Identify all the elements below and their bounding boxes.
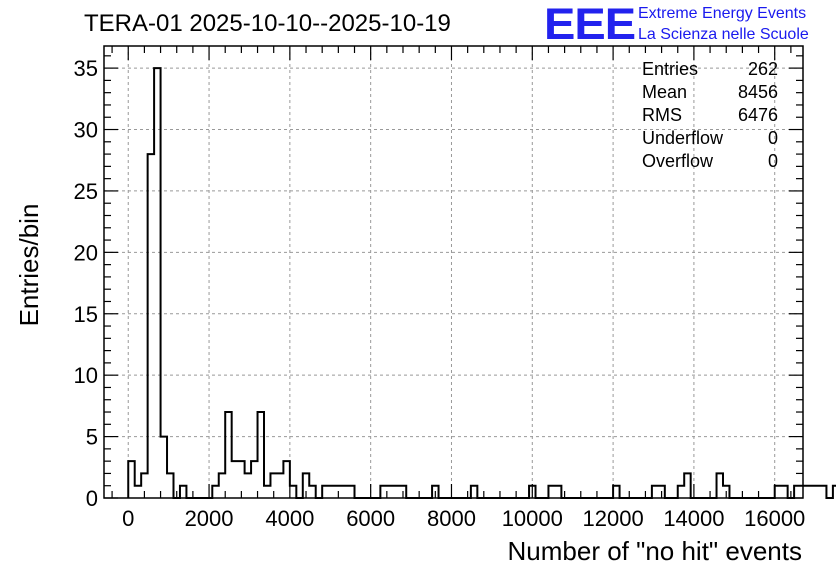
grid-lines [104,46,803,498]
logo-caption: Extreme Energy Events La Scienza nelle S… [638,3,809,45]
stat-row-rms: RMS 6476 [642,104,778,127]
stat-row-overflow: Overflow 0 [642,150,778,173]
stat-row-entries: Entries 262 [642,58,778,81]
stats-box: Entries 262 Mean 8456 RMS 6476 Underflow… [642,58,778,173]
x-tick-label: 2000 [185,506,234,531]
axis-ticks [104,46,803,499]
logo-line-2: La Scienza nelle Scuole [638,26,809,43]
x-tick-label: 12000 [583,506,644,531]
tick-labels: 0 2000 4000 6000 8000 10000 12000 14000 16000051… [74,56,806,531]
x-tick-label: 0 [122,506,134,531]
stat-label: Overflow [642,151,714,171]
stat-label: Mean [642,82,688,102]
x-axis-label: Number of "no hit" events [507,536,803,566]
stat-row-underflow: Underflow 0 [642,127,778,150]
y-axis-label: Entries/bin [14,203,44,327]
stat-label: Underflow [642,128,724,148]
x-tick-label: 4000 [265,506,314,531]
plot-frame [103,45,804,499]
y-tick-label: 15 [74,302,98,327]
stat-label: RMS [642,105,682,125]
x-tick-label: 8000 [427,506,476,531]
logo-line-1: Extreme Energy Events [638,5,807,22]
x-tick-label: 10000 [502,506,563,531]
stat-value: 8456 [737,82,778,102]
y-tick-label: 10 [74,363,98,388]
x-tick-label: 6000 [346,506,395,531]
stat-value: 6476 [737,105,778,125]
stat-row-mean: Mean 8456 [642,81,778,104]
x-tick-label: 14000 [663,506,724,531]
y-tick-label: 25 [74,179,98,204]
histogram-outline [127,67,836,499]
y-tick-label: 5 [86,425,98,450]
stat-label: Entries [642,59,699,79]
eee-logo: EEE [544,0,636,49]
y-tick-label: 30 [74,118,98,143]
x-tick-label: 16000 [744,506,805,531]
stat-value: 0 [767,151,778,171]
chart-title: TERA-01 2025-10-10--2025-10-19 [84,10,451,37]
plot-border [103,45,804,499]
y-tick-label: 20 [74,240,98,265]
stat-value: 0 [767,128,778,148]
stat-value: 262 [747,59,778,79]
y-tick-label: 0 [86,486,98,511]
y-tick-label: 35 [74,56,98,81]
